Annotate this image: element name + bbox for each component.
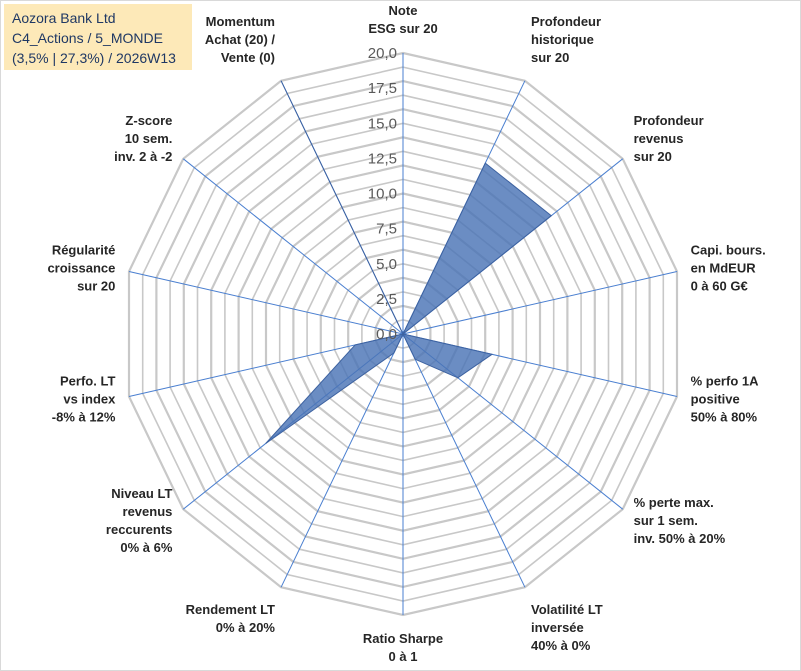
axis-category-label-line: Capi. bours.: [691, 242, 766, 257]
axis-category-label-line: Rendement LT: [186, 602, 275, 617]
axis-category-label: Régularité croissance sur 20: [47, 242, 115, 293]
axis-category-label: Perfo. LT vs index -8% à 12%: [52, 374, 116, 425]
title-line-period: (3,5% | 27,3%) / 2026W13: [12, 50, 176, 66]
title-line-company: Aozora Bank Ltd: [12, 10, 116, 26]
axis-category-label-line: Volatilité LT: [531, 602, 603, 617]
axis-category-label-line: Note: [389, 3, 418, 18]
axis-category-label: Ratio Sharpe 0 à 1: [363, 631, 443, 664]
axis-category-label-line: 0% à 6%: [120, 540, 172, 555]
axis-category-label: Profondeur historique sur 20: [531, 14, 601, 65]
axis-category-label-line: en MdEUR: [691, 260, 757, 275]
axis-category-label: Note ESG sur 20: [368, 3, 437, 36]
axis-category-label-line: Achat (20) /: [205, 32, 275, 47]
axis-category-label: Niveau LT revenus reccurents 0% à 6%: [106, 486, 173, 555]
axis-category-label-line: positive: [691, 392, 740, 407]
axis-category-label-line: Momentum: [206, 14, 275, 29]
axis-category-label-line: 0 à 1: [389, 649, 418, 664]
axis-category-label-line: 40% à 0%: [531, 638, 591, 653]
axis-spoke: [182, 158, 404, 335]
axis-category-label-line: 10 sem.: [125, 131, 173, 146]
tick-layer: 0,0 2,5 5,0 7,5 10,0 12,5 15,0 17,5 20,0: [368, 45, 397, 343]
series-layer: [265, 80, 553, 444]
axis-category-label: % perte max. sur 1 sem. inv. 50% à 20%: [634, 495, 726, 546]
axis-category-label: Capi. bours. en MdEUR 0 à 60 G€: [691, 242, 766, 293]
r-tick-label: 10,0: [368, 186, 397, 203]
axis-category-label: Momentum Achat (20) / Vente (0): [205, 14, 275, 65]
axis-category-label-line: Niveau LT: [111, 486, 172, 501]
axis-category-label-line: -8% à 12%: [52, 410, 116, 425]
axis-category-label: Z-score 10 sem. inv. 2 à -2: [114, 113, 172, 164]
r-tick-label: 20,0: [368, 45, 397, 62]
axis-category-label-line: historique: [531, 32, 594, 47]
axis-category-label-line: croissance: [47, 260, 115, 275]
series-area: [265, 80, 553, 444]
title-line-category: C4_Actions / 5_MONDE: [12, 30, 163, 46]
axis-category-label-line: revenus: [634, 131, 684, 146]
axis-category-label: % perfo 1A positive 50% à 80%: [691, 374, 760, 425]
r-tick-label: 12,5: [368, 150, 397, 167]
axis-category-label-line: revenus: [123, 504, 173, 519]
axis-category-label-line: inv. 2 à -2: [114, 149, 172, 164]
axis-category-label-line: 0 à 60 G€: [691, 278, 748, 293]
title-box: Aozora Bank Ltd C4_Actions / 5_MONDE (3,…: [4, 4, 192, 70]
axis-category-label-line: inversée: [531, 620, 584, 635]
axis-category-label-line: reccurents: [106, 522, 172, 537]
r-tick-label: 17,5: [368, 80, 397, 97]
axis-category-label-line: 0% à 20%: [216, 620, 276, 635]
axis-category-label-line: 50% à 80%: [691, 410, 758, 425]
axis-spoke: [402, 333, 526, 588]
axis-category-label: Volatilité LT inversée 40% à 0%: [531, 602, 603, 653]
axis-category-label: Profondeur revenus sur 20: [634, 113, 704, 164]
r-tick-label: 5,0: [376, 256, 397, 273]
axis-category-label-line: Ratio Sharpe: [363, 631, 443, 646]
r-tick-label: 15,0: [368, 115, 397, 132]
axis-category-label-line: % perte max.: [634, 495, 714, 510]
label-layer: Note ESG sur 20 Profondeur historique sur 20…: [47, 3, 765, 664]
axis-category-label-line: sur 1 sem.: [634, 513, 698, 528]
axis-category-label-line: Profondeur: [531, 14, 601, 29]
axis-spoke: [128, 271, 404, 335]
axis-category-label-line: sur 20: [634, 149, 672, 164]
axis-category-label-line: sur 20: [531, 50, 569, 65]
axis-category-label-line: Régularité: [52, 242, 116, 257]
axis-category-label-line: Perfo. LT: [60, 374, 115, 389]
axis-category-label-line: inv. 50% à 20%: [634, 531, 726, 546]
axis-category-label: Rendement LT 0% à 20%: [186, 602, 276, 635]
r-tick-label: 2,5: [376, 291, 397, 308]
axis-spoke: [280, 333, 404, 588]
axis-category-label-line: Profondeur: [634, 113, 704, 128]
axis-category-label-line: sur 20: [77, 278, 115, 293]
axis-category-label-line: Vente (0): [221, 50, 275, 65]
r-tick-label: 7,5: [376, 221, 397, 238]
axis-category-label-line: % perfo 1A: [691, 374, 760, 389]
axis-spoke: [402, 271, 678, 335]
axis-category-label-line: vs index: [63, 392, 116, 407]
r-tick-label: 0,0: [376, 326, 397, 343]
axis-category-label-line: Z-score: [125, 113, 172, 128]
axis-category-label-line: ESG sur 20: [368, 21, 437, 36]
